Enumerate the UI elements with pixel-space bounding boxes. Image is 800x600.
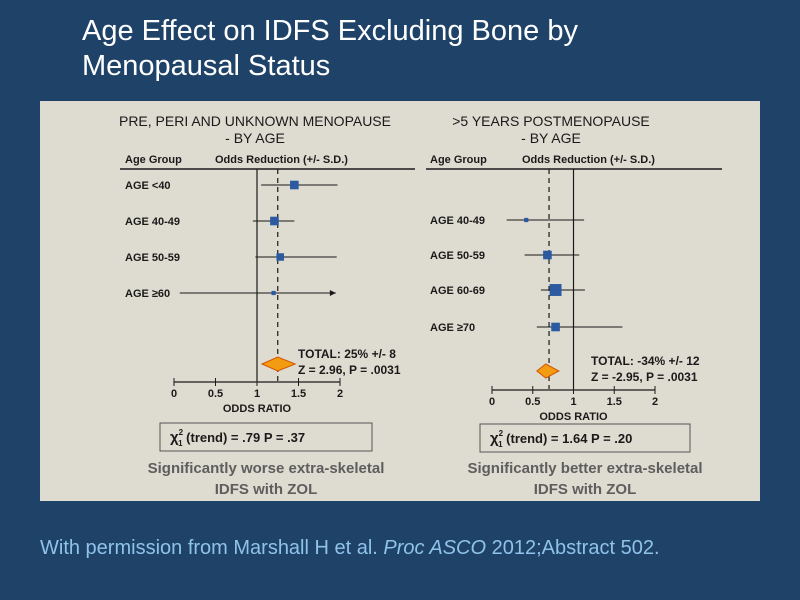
- left-header-odds-reduction: Odds Reduction (+/- S.D.): [215, 154, 348, 166]
- citation-details: 2012;Abstract 502.: [486, 537, 660, 559]
- right-x-axis-label: ODDS RATIO: [539, 411, 608, 423]
- left-x-tick-label: 0.5: [208, 388, 223, 400]
- left-row-label: AGE 50-59: [125, 252, 180, 264]
- left-caption-line1: Significantly worse extra-skeletal: [148, 460, 385, 477]
- left-ci-arrow: [329, 290, 336, 296]
- right-point-estimate: [543, 250, 552, 260]
- forest-plots-svg: PRE, PERI AND UNKNOWN MENOPAUSE- BY AGEA…: [119, 113, 722, 498]
- left-point-estimate: [290, 180, 299, 190]
- right-total-statistics: Z = -2.95, P = .0031: [591, 370, 698, 384]
- right-chart-subtitle: - BY AGE: [521, 130, 581, 146]
- left-trend-statistic: χ2 1 (trend) = .79 P = .37: [170, 428, 305, 448]
- left-header-age-group: Age Group: [125, 154, 182, 166]
- right-trend-box: [479, 423, 691, 453]
- left-x-tick-label: 1: [254, 388, 260, 400]
- left-x-tick-label: 2: [337, 388, 343, 400]
- left-trend-box: [159, 422, 373, 452]
- right-point-estimate: [524, 217, 529, 223]
- right-header-age-group: Age Group: [430, 154, 487, 166]
- right-x-tick-label: 1: [570, 396, 576, 408]
- left-chart-subtitle: - BY AGE: [225, 130, 285, 146]
- left-total-diamond: [260, 356, 297, 372]
- right-trend-statistic: χ2 1 (trend) = 1.64 P = .20: [490, 429, 632, 449]
- left-row-label: AGE <40: [125, 180, 171, 192]
- right-row-label: AGE 50-59: [430, 250, 485, 262]
- left-chart-title: PRE, PERI AND UNKNOWN MENOPAUSE: [119, 113, 391, 129]
- right-x-tick-label: 0.5: [525, 396, 540, 408]
- left-x-tick-label: 1.5: [291, 388, 306, 400]
- right-row-label: AGE 60-69: [430, 285, 485, 297]
- right-point-estimate: [549, 284, 562, 296]
- citation-journal: Proc ASCO: [383, 537, 487, 559]
- left-x-axis-label: ODDS RATIO: [223, 403, 292, 415]
- left-caption-line2: IDFS with ZOL: [215, 481, 318, 498]
- right-total-summary: TOTAL: -34% +/- 12: [591, 354, 700, 368]
- left-x-tick-label: 0: [171, 388, 177, 400]
- left-total-summary: TOTAL: 25% +/- 8: [298, 347, 396, 361]
- citation-text: With permission from Marshall H et al.: [40, 537, 384, 559]
- right-header-odds-reduction: Odds Reduction (+/- S.D.): [522, 154, 655, 166]
- left-point-estimate: [276, 253, 284, 261]
- right-x-tick-label: 2: [652, 396, 658, 408]
- left-point-estimate: [271, 290, 276, 296]
- right-caption-line2: IDFS with ZOL: [534, 481, 637, 498]
- left-row-label: AGE 40-49: [125, 216, 180, 228]
- left-total-statistics: Z = 2.96, P = .0031: [298, 363, 401, 377]
- slide-title: Age Effect on IDFS Excluding Bone by Men…: [82, 15, 578, 82]
- citation-footnote: With permission from Marshall H et al. P…: [40, 537, 660, 560]
- right-point-estimate: [551, 322, 560, 332]
- right-row-label: AGE 40-49: [430, 215, 485, 227]
- forest-plot-panel: PRE, PERI AND UNKNOWN MENOPAUSE - BY AGE A…: [40, 101, 760, 501]
- left-point-estimate: [270, 216, 279, 226]
- right-chart-title: >5 YEARS POSTMENOPAUSE: [452, 113, 650, 129]
- left-row-label: AGE ≥60: [125, 288, 170, 300]
- right-x-tick-label: 0: [489, 396, 495, 408]
- right-row-label: AGE ≥70: [430, 322, 475, 334]
- right-x-tick-label: 1.5: [607, 396, 622, 408]
- right-caption-line1: Significantly better extra-skeletal: [467, 460, 702, 477]
- right-total-diamond: [536, 363, 560, 379]
